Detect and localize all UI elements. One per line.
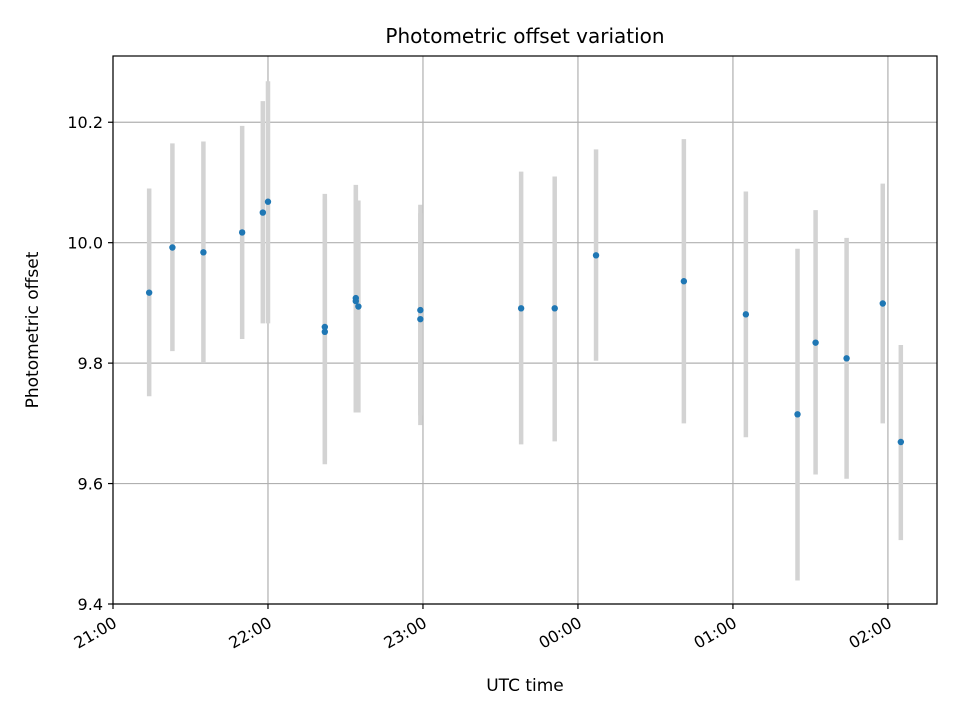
data-point (794, 411, 801, 418)
data-point (200, 249, 207, 256)
data-point (517, 305, 525, 312)
y-tick-label: 10.0 (67, 234, 103, 253)
chart-title: Photometric offset variation (385, 24, 664, 48)
data-point (812, 339, 819, 346)
data-point (238, 229, 246, 236)
y-tick-label: 10.2 (67, 113, 103, 132)
data-points (145, 198, 905, 446)
y-tick-label: 9.8 (78, 354, 103, 373)
data-point (417, 315, 424, 323)
data-point (259, 209, 267, 216)
data-point (680, 278, 688, 285)
data-point (551, 305, 558, 312)
y-axis: 9.4 9.6 9.8 10.0 10.2 (67, 113, 113, 614)
data-point (897, 438, 905, 446)
data-point (879, 300, 886, 307)
data-point (169, 244, 176, 251)
x-axis-title: UTC time (486, 676, 564, 696)
data-point (352, 297, 360, 305)
plot-frame (112, 55, 938, 605)
data-point (321, 323, 329, 331)
data-point (742, 311, 750, 318)
y-tick-label: 9.6 (78, 475, 103, 494)
y-tick-label: 9.4 (78, 595, 103, 614)
data-point (264, 198, 272, 205)
data-point (592, 252, 600, 259)
data-point (145, 289, 153, 296)
y-axis-title: Photometric offset (23, 251, 43, 408)
data-point (843, 355, 850, 362)
data-point (321, 328, 329, 336)
data-point (417, 306, 424, 314)
data-point (355, 303, 362, 310)
